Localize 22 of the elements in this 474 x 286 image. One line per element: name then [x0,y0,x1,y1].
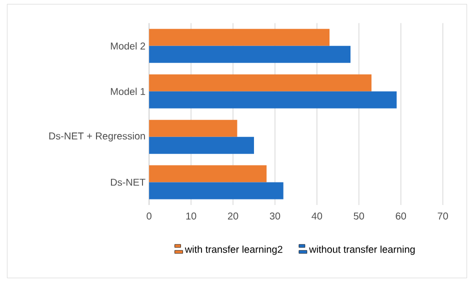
bar [149,120,238,137]
x-tick-label: 10 [186,212,196,220]
legend-label: with transfer learning2 [184,245,282,255]
y-tick-label: Model 2 [110,42,146,50]
bar [149,182,284,200]
x-tick-label: 30 [270,212,280,220]
bar [149,165,267,182]
bar [149,46,351,63]
bar [149,91,397,108]
bar [149,74,372,92]
x-tick-label: 20 [228,212,238,220]
legend-label: without transfer learning [309,245,415,255]
x-tick-label: 70 [438,212,448,220]
y-tick-label: Model 1 [110,88,146,95]
bar [149,136,254,154]
x-tick-label: 60 [396,212,406,220]
x-tick-label: 40 [312,212,322,220]
bar [149,28,330,46]
x-tick-label: 50 [354,212,364,220]
y-tick-label: Ds-NET + Regression [49,132,145,142]
y-tick-label: Ds-NET [110,178,146,186]
x-tick-label: 0 [146,212,152,220]
